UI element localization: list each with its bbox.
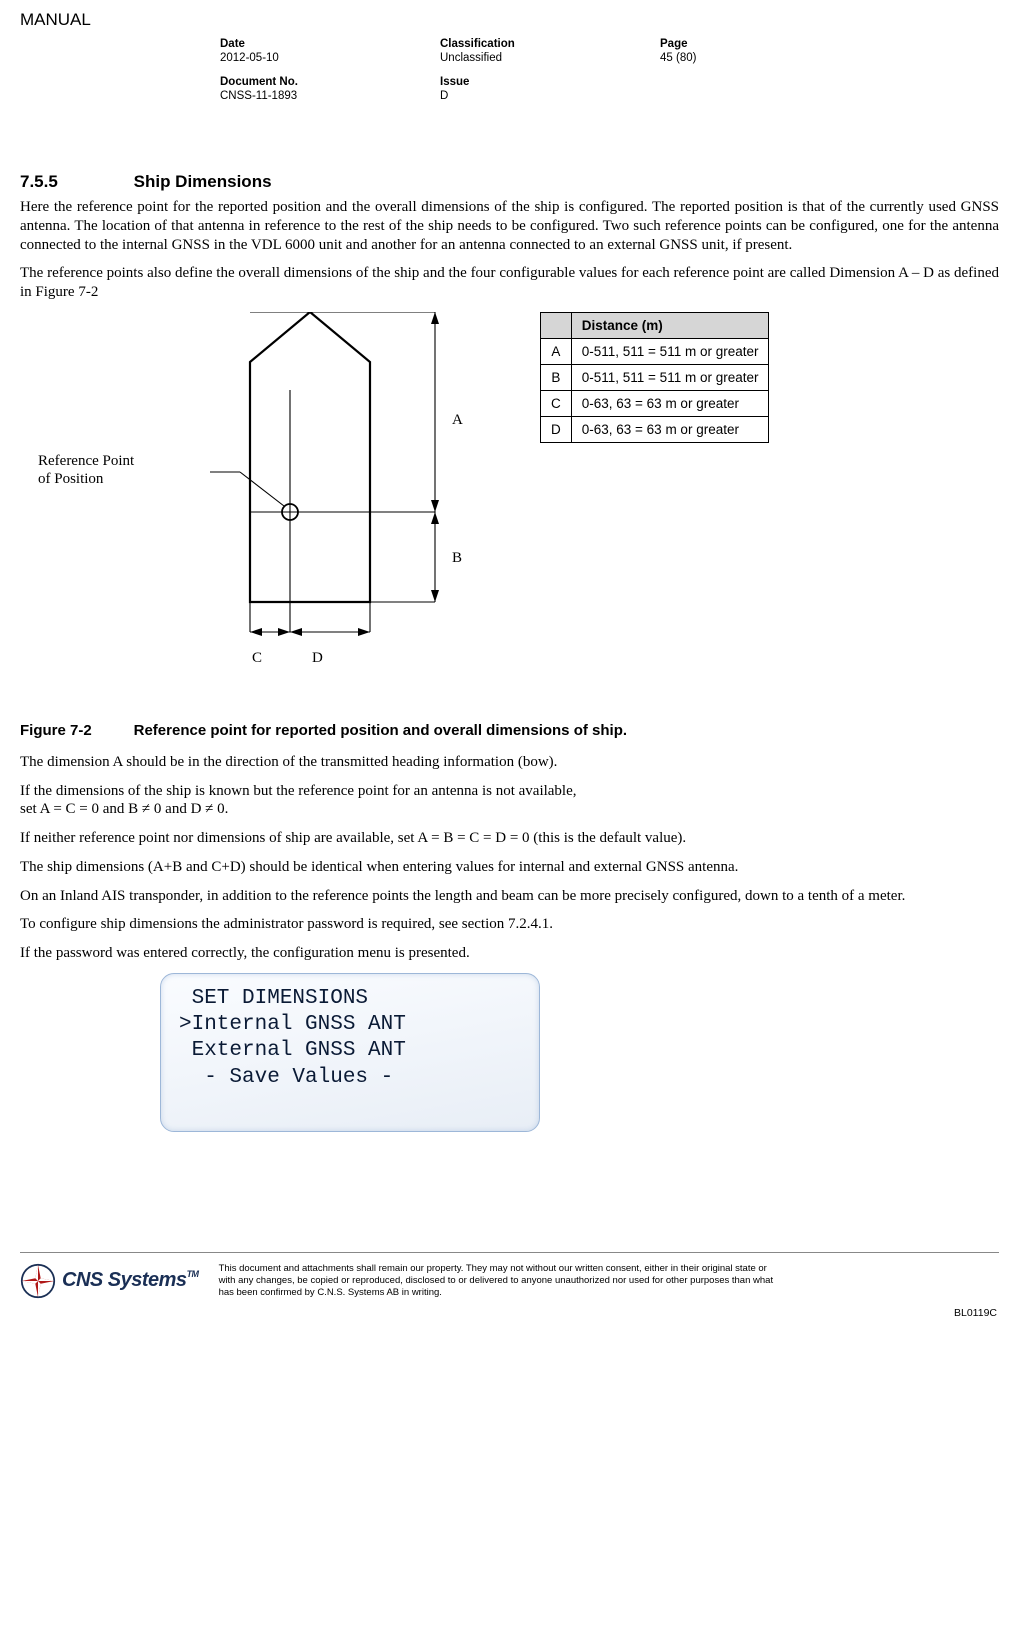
table-row: D0-63, 63 = 63 m or greater — [541, 416, 769, 442]
figure-label: Figure 7-2 — [20, 722, 130, 739]
dim-label-b: B — [452, 550, 462, 567]
meta-page: 45 (80) — [660, 52, 810, 64]
table-row: C0-63, 63 = 63 m or greater — [541, 390, 769, 416]
lcd-display: SET DIMENSIONS >Internal GNSS ANT Extern… — [160, 973, 540, 1132]
meta-block: Date Classification Page 2012-05-10 Uncl… — [220, 38, 999, 112]
meta-classification: Unclassified — [440, 52, 660, 64]
distance-table: Distance (m) A0-511, 511 = 511 m or grea… — [540, 312, 769, 443]
dim-label-c: C — [252, 650, 262, 667]
section-number: 7.5.5 — [20, 172, 130, 192]
ship-diagram: Reference Pointof Position — [20, 312, 500, 692]
paragraph-intro-1: Here the reference point for the reporte… — [20, 198, 999, 254]
table-row: A0-511, 511 = 511 m or greater — [541, 338, 769, 364]
meta-date: 2012-05-10 — [220, 52, 440, 64]
paragraph-3: The dimension A should be in the directi… — [20, 753, 999, 772]
meta-label-classification: Classification — [440, 38, 660, 50]
distance-table-header: Distance (m) — [571, 312, 769, 338]
paragraph-7: On an Inland AIS transponder, in additio… — [20, 887, 999, 906]
figure-caption-row: Figure 7-2 Reference point for reported … — [20, 722, 999, 739]
paragraph-5: If neither reference point nor dimension… — [20, 829, 999, 848]
company-logo: CNS SystemsTM — [20, 1263, 199, 1299]
lcd-line-1: SET DIMENSIONS — [179, 986, 521, 1012]
meta-docno: CNSS-11-1893 — [220, 90, 440, 102]
meta-label-docno: Document No. — [220, 76, 440, 88]
page-footer: CNS SystemsTM This document and attachme… — [20, 1252, 999, 1299]
paragraph-9: If the password was entered correctly, t… — [20, 944, 999, 963]
lcd-line-2: >Internal GNSS ANT — [179, 1012, 521, 1038]
section-heading: 7.5.5 Ship Dimensions — [20, 172, 999, 192]
reference-point-label: Reference Pointof Position — [38, 452, 134, 488]
meta-label-issue: Issue — [440, 76, 660, 88]
meta-label-date: Date — [220, 38, 440, 50]
lcd-line-4: - Save Values - — [179, 1065, 521, 1091]
figure-caption: Reference point for reported position an… — [134, 722, 627, 739]
paragraph-4: If the dimensions of the ship is known b… — [20, 782, 999, 820]
paragraph-6: The ship dimensions (A+B and C+D) should… — [20, 858, 999, 877]
meta-issue: D — [440, 90, 660, 102]
meta-label-page: Page — [660, 38, 810, 50]
table-row: B0-511, 511 = 511 m or greater — [541, 364, 769, 390]
ship-svg — [210, 312, 460, 672]
dim-label-d: D — [312, 650, 323, 667]
company-name: CNS SystemsTM — [62, 1269, 199, 1292]
footer-legal-text: This document and attachments shall rema… — [219, 1263, 779, 1299]
section-title: Ship Dimensions — [134, 172, 272, 191]
footer-doc-code: BL0119C — [20, 1307, 999, 1319]
compass-star-icon — [20, 1263, 56, 1299]
dim-label-a: A — [452, 412, 463, 429]
trademark-symbol: TM — [187, 1269, 199, 1279]
paragraph-8: To configure ship dimensions the adminis… — [20, 915, 999, 934]
lcd-line-3: External GNSS ANT — [179, 1038, 521, 1064]
doc-title: MANUAL — [20, 10, 999, 30]
paragraph-intro-2: The reference points also define the ove… — [20, 264, 999, 302]
